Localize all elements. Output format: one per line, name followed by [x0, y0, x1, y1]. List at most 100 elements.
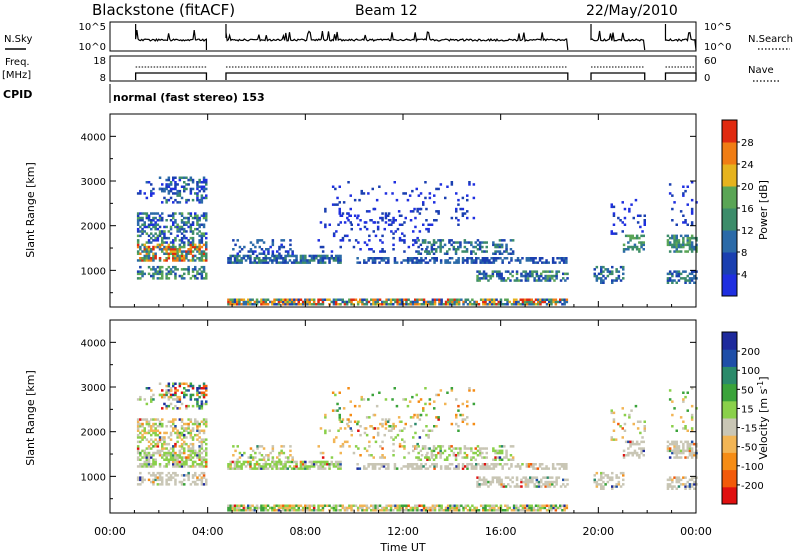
- power-cell: [534, 303, 538, 306]
- velocity-cell: [196, 451, 199, 455]
- power-cell: [690, 223, 694, 226]
- power-cell: [558, 257, 561, 260]
- power-cell: [671, 236, 674, 240]
- power-cell: [481, 241, 484, 244]
- velocity-cell: [529, 480, 532, 484]
- velocity-cell: [359, 425, 362, 428]
- velocity-cell: [431, 504, 435, 507]
- velocity-cell: [413, 463, 416, 466]
- velocity-cell: [359, 504, 362, 507]
- velocity-cell: [393, 467, 397, 470]
- power-cell: [251, 243, 255, 247]
- velocity-cell: [165, 442, 168, 446]
- power-cell: [262, 241, 266, 244]
- velocity-cell: [185, 442, 188, 446]
- velocity-cell: [690, 485, 694, 488]
- velocity-cell: [381, 418, 384, 421]
- velocity-cell: [451, 504, 454, 507]
- power-cell: [262, 303, 265, 306]
- power-cell: [240, 259, 243, 262]
- velocity-cell: [139, 398, 142, 401]
- velocity-cell: [565, 506, 569, 510]
- power-cell: [455, 261, 458, 264]
- velocity-cell: [422, 506, 426, 510]
- velocity-cell: [202, 391, 206, 394]
- power-cell: [417, 245, 420, 249]
- velocity-cell: [563, 506, 566, 510]
- power-cell: [200, 265, 204, 269]
- velocity-cell: [369, 425, 372, 428]
- velocity-cell: [679, 440, 683, 444]
- velocity-cell: [455, 422, 458, 426]
- power-cell: [615, 277, 618, 280]
- power-cell: [183, 257, 186, 260]
- power-cell: [498, 243, 502, 247]
- power-cell: [688, 239, 692, 242]
- velocity-cell: [364, 427, 368, 430]
- velocity-cell: [492, 463, 496, 466]
- velocity-cell: [229, 467, 232, 470]
- power-cell: [169, 272, 173, 276]
- power-cell: [324, 210, 327, 213]
- velocity-cell: [196, 476, 199, 479]
- velocity-cell: [200, 429, 204, 432]
- power-cell: [156, 265, 160, 269]
- velocity-cell: [205, 400, 208, 403]
- velocity-cell: [198, 422, 201, 426]
- power-cell: [494, 250, 497, 253]
- velocity-cell: [534, 509, 538, 512]
- velocity-cell: [511, 445, 515, 448]
- velocity-cell: [500, 445, 504, 448]
- power-cell: [433, 219, 436, 222]
- power-cell: [486, 298, 489, 301]
- velocity-cell: [295, 509, 298, 512]
- velocity-cell: [673, 451, 676, 455]
- velocity-cell: [422, 509, 426, 512]
- power-cell: [432, 243, 436, 247]
- power-cell: [247, 257, 250, 260]
- velocity-cell: [178, 395, 182, 399]
- power-cell: [198, 225, 201, 229]
- power-cell: [382, 257, 386, 260]
- velocity-cell: [323, 463, 327, 466]
- velocity-cell: [136, 433, 140, 437]
- velocity-cell: [271, 506, 274, 510]
- velocity-cell: [372, 456, 375, 459]
- velocity-cell: [150, 463, 153, 466]
- velocity-cell: [457, 409, 460, 412]
- power-cell: [487, 279, 490, 282]
- power-cell: [476, 277, 479, 280]
- power-cell: [490, 300, 494, 304]
- power-cell: [515, 303, 518, 306]
- velocity-cell: [191, 404, 195, 408]
- power-cell: [466, 298, 470, 301]
- velocity-cell: [675, 478, 678, 482]
- power-cell: [339, 221, 342, 224]
- velocity-cell: [505, 449, 508, 453]
- velocity-cell: [372, 504, 375, 507]
- velocity-cell: [147, 445, 151, 448]
- power-cell: [185, 216, 188, 220]
- velocity-cell: [675, 456, 678, 459]
- power-cell: [374, 234, 378, 238]
- power-cell: [145, 225, 149, 229]
- velocity-cell: [180, 402, 184, 406]
- power-cell: [202, 196, 206, 200]
- velocity-cell: [286, 506, 289, 510]
- velocity-cell: [253, 509, 257, 512]
- velocity-cell: [446, 458, 449, 461]
- velocity-cell: [264, 509, 268, 512]
- power-cell: [264, 259, 268, 262]
- power-cell: [198, 223, 201, 226]
- power-cell: [600, 268, 603, 271]
- power-cell: [198, 181, 201, 184]
- power-cell: [482, 272, 486, 276]
- velocity-cell: [682, 442, 685, 446]
- velocity-cell: [233, 460, 237, 464]
- velocity-cell: [559, 506, 562, 510]
- power-cell: [496, 243, 499, 247]
- power-cell: [459, 243, 462, 247]
- power-cell: [189, 259, 193, 262]
- power-cell: [165, 178, 168, 182]
- power-cell: [284, 261, 287, 264]
